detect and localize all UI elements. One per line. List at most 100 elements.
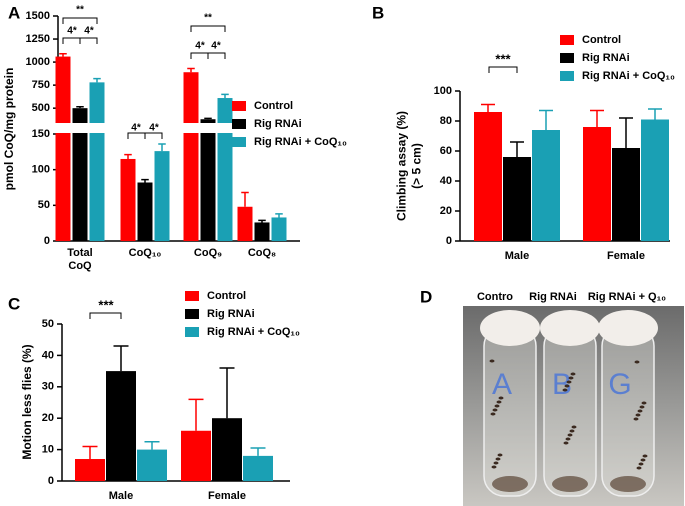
- bracket: [127, 132, 146, 139]
- fly: [637, 409, 643, 413]
- legend-label: Rig RNAi + CoQ₁₀: [254, 136, 347, 148]
- error-bar: [204, 117, 212, 120]
- legend-swatch: [185, 291, 199, 301]
- fly: [490, 412, 496, 416]
- y-tick-label: 1000: [26, 56, 50, 68]
- error-bar: [481, 103, 495, 112]
- fly: [638, 462, 644, 466]
- tube-label: B: [552, 368, 572, 401]
- bar: [474, 112, 502, 241]
- annotation: ***: [98, 297, 114, 312]
- fly: [494, 404, 500, 408]
- fly: [489, 359, 495, 363]
- fly: [639, 405, 645, 409]
- bar: [72, 108, 88, 241]
- bar: [55, 56, 71, 242]
- y-tick-label: 40: [42, 349, 54, 361]
- error-bar: [59, 53, 67, 57]
- annotation: 4*: [195, 41, 205, 52]
- fly: [491, 465, 497, 469]
- annotation: 4*: [149, 123, 159, 134]
- x-tick-label: Female: [208, 490, 246, 502]
- y-tick-label: 20: [440, 205, 452, 217]
- bracket: [488, 66, 518, 73]
- bracket: [190, 52, 209, 59]
- bar: [583, 127, 611, 241]
- y-tick-label: 100: [32, 164, 50, 176]
- bar: [120, 158, 136, 241]
- bar: [154, 151, 170, 241]
- bar: [183, 72, 199, 241]
- error-bar: [590, 109, 604, 127]
- error-bar: [619, 117, 633, 148]
- bracket: [144, 132, 163, 139]
- legend-swatch: [560, 53, 574, 63]
- legend-swatch: [560, 71, 574, 81]
- x-tick-label: CoQ₉: [193, 247, 223, 259]
- bar: [243, 455, 273, 481]
- error-bar: [219, 367, 235, 419]
- y-tick-label: 20: [42, 412, 54, 424]
- x-tick-label: Male: [505, 250, 529, 262]
- cotton-plug: [540, 310, 600, 346]
- y-tick-label: 0: [48, 475, 54, 487]
- fly: [633, 417, 639, 421]
- bracket: [190, 25, 226, 32]
- y-tick-label: 1500: [26, 10, 50, 22]
- bracket: [62, 17, 98, 24]
- y-tick-label: 100: [434, 85, 452, 97]
- error-bar: [241, 191, 249, 207]
- panel-letter: C: [8, 294, 20, 313]
- bar: [271, 217, 287, 241]
- bar: [641, 119, 669, 241]
- tube: [483, 325, 537, 497]
- error-bar: [113, 345, 129, 372]
- bar: [200, 119, 216, 241]
- bracket: [89, 312, 122, 319]
- tube: [543, 325, 597, 497]
- fly-cluster: [552, 476, 588, 492]
- error-bar: [510, 141, 524, 157]
- legend-swatch: [185, 309, 199, 319]
- x-tick-label: Total CoQ: [67, 247, 93, 272]
- bar: [106, 371, 136, 481]
- y-tick-label: 150: [32, 128, 50, 140]
- fly: [563, 441, 569, 445]
- fly: [492, 408, 498, 412]
- fly: [569, 429, 575, 433]
- fly: [634, 360, 640, 364]
- legend-label: Rig RNAi: [207, 308, 255, 320]
- annotation: **: [76, 5, 84, 16]
- error-bar: [93, 77, 101, 83]
- error-bar: [648, 108, 662, 120]
- axis-break: [50, 123, 300, 133]
- panel-letter: D: [420, 287, 432, 306]
- bracket: [207, 52, 226, 59]
- fly: [565, 437, 571, 441]
- bar: [532, 130, 560, 241]
- legend-label: Rig RNAi + CoQ₁₀: [582, 70, 675, 82]
- y-tick-label: 750: [32, 79, 50, 91]
- fly: [568, 376, 574, 380]
- legend-swatch: [232, 119, 246, 129]
- fly: [566, 380, 572, 384]
- fly: [570, 372, 576, 376]
- tube-label: G: [608, 368, 631, 401]
- annotation: 4*: [131, 123, 141, 134]
- panel-letter: A: [8, 3, 20, 22]
- bar: [137, 182, 153, 241]
- fly: [493, 461, 499, 465]
- fly-cluster: [610, 476, 646, 492]
- bar: [503, 157, 531, 241]
- annotation: 4*: [211, 41, 221, 52]
- error-bar: [76, 106, 84, 109]
- legend-label: Rig RNAi + CoQ₁₀: [207, 326, 300, 338]
- y-tick-label: 50: [42, 318, 54, 330]
- y-tick-label: 0: [446, 235, 452, 247]
- y-tick-label: 40: [440, 175, 452, 187]
- photo-caption: Rig RNAi + Q₁₀: [588, 291, 666, 303]
- y-axis-label: pmol CoQ/mg protein: [2, 68, 16, 191]
- fly: [495, 457, 501, 461]
- bar: [212, 418, 242, 481]
- annotation: **: [204, 13, 212, 24]
